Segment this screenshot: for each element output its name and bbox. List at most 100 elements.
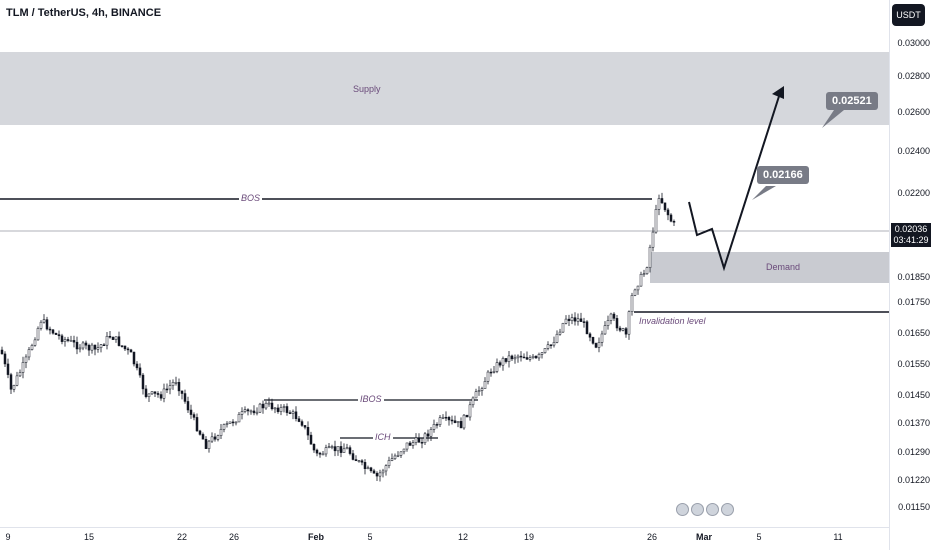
- date-tick: Mar: [695, 532, 713, 542]
- candle-body: [375, 472, 379, 477]
- candle-body: [66, 339, 70, 341]
- candle-body: [552, 342, 556, 346]
- candle-body: [276, 407, 280, 412]
- candle-body: [468, 404, 472, 418]
- candle-body: [174, 382, 178, 384]
- candle-body: [144, 388, 148, 397]
- date-tick: 26: [646, 532, 658, 542]
- candle-body: [372, 470, 376, 474]
- candle-body: [300, 421, 304, 426]
- price-chart[interactable]: TLM / TetherUS, 4h, BINANCE Supply Deman…: [0, 0, 889, 527]
- candle-body: [183, 393, 187, 402]
- candle-body: [612, 313, 616, 319]
- arrow-head-icon: [772, 86, 784, 99]
- candle-body: [534, 355, 538, 359]
- currency-badge[interactable]: USDT: [892, 4, 925, 26]
- candle-body: [204, 438, 208, 449]
- candle-body: [246, 409, 250, 412]
- candle-body: [408, 442, 412, 446]
- candle-body: [192, 414, 196, 418]
- candle-body: [264, 402, 268, 409]
- candle-body: [471, 397, 475, 406]
- candle-body: [255, 411, 259, 414]
- candle-body: [387, 460, 391, 466]
- candle-body: [201, 434, 205, 440]
- candle-body: [357, 460, 361, 462]
- price-tick: 0.03000: [897, 38, 930, 48]
- candle-body: [450, 419, 454, 422]
- candle-body: [18, 372, 22, 377]
- date-tick: 5: [367, 532, 373, 542]
- price-tick: 0.02400: [897, 146, 930, 156]
- candle-body: [78, 347, 82, 350]
- candle-body: [90, 344, 94, 351]
- candle-body: [105, 335, 109, 346]
- candle-body: [570, 317, 574, 321]
- ideas-icon[interactable]: [691, 503, 704, 516]
- candle-body: [210, 436, 214, 442]
- candle-body: [510, 355, 514, 360]
- candle-body: [297, 418, 301, 422]
- candle-body: [561, 323, 565, 333]
- candle-body: [585, 321, 589, 335]
- candle-body: [606, 320, 610, 326]
- news-icon[interactable]: [706, 503, 719, 516]
- candle-body: [576, 318, 580, 322]
- candle-body: [12, 385, 16, 390]
- current-price-label: 0.02036 03:41:29: [891, 223, 931, 247]
- price-tick: 0.02600: [897, 107, 930, 117]
- candle-body: [519, 355, 523, 358]
- candle-body: [432, 424, 436, 430]
- candle-body: [429, 429, 433, 437]
- candle-body: [621, 328, 625, 331]
- candle-body: [399, 451, 403, 456]
- candle-body: [240, 411, 244, 415]
- candle-body: [495, 362, 499, 372]
- candle-body: [489, 371, 493, 374]
- candle-body: [639, 273, 643, 287]
- candle-body: [486, 371, 490, 382]
- price-tick: 0.01290: [897, 447, 930, 457]
- candle-body: [327, 446, 331, 448]
- candle-body: [501, 358, 505, 366]
- candle-body: [102, 344, 106, 347]
- candle-body: [228, 421, 232, 424]
- candle-body: [564, 318, 568, 324]
- candle-body: [312, 443, 316, 451]
- candle-body: [252, 410, 256, 414]
- projection-path[interactable]: [688, 89, 782, 272]
- candle-body: [279, 407, 283, 412]
- candle-body: [339, 446, 343, 453]
- candle-body: [153, 391, 157, 394]
- time-axis[interactable]: 9 15 22 26 Feb 5 12 19 26 Mar 5 11: [0, 527, 889, 551]
- candle-body: [600, 333, 604, 343]
- price-tick: 0.01220: [897, 475, 930, 485]
- target-callout-2[interactable]: 0.02521: [826, 92, 878, 110]
- candle-body: [168, 385, 172, 390]
- candle-body: [354, 459, 358, 462]
- candle-body: [108, 335, 112, 338]
- candle-body: [498, 362, 502, 366]
- candle-body: [582, 321, 586, 323]
- candle-body: [630, 295, 634, 312]
- candle-body: [504, 358, 508, 362]
- indicator-icons[interactable]: [676, 503, 734, 516]
- candle-body: [627, 311, 631, 335]
- price-axis[interactable]: [889, 0, 932, 550]
- current-price-value: 0.02036: [894, 224, 928, 234]
- candle-body: [453, 420, 457, 423]
- events-icon[interactable]: [721, 503, 734, 516]
- candle-body: [492, 371, 496, 373]
- candle-body: [3, 353, 7, 365]
- supply-zone[interactable]: [0, 52, 889, 125]
- candle-body: [147, 393, 151, 397]
- candle-body: [306, 427, 310, 436]
- candle-body: [84, 342, 88, 346]
- flash-icon[interactable]: [676, 503, 689, 516]
- target-callout-1[interactable]: 0.02166: [757, 166, 809, 184]
- candle-body: [348, 447, 352, 454]
- demand-zone[interactable]: [650, 252, 889, 283]
- candle-body: [615, 318, 619, 329]
- candle-body: [177, 382, 181, 392]
- candle-body: [51, 329, 55, 334]
